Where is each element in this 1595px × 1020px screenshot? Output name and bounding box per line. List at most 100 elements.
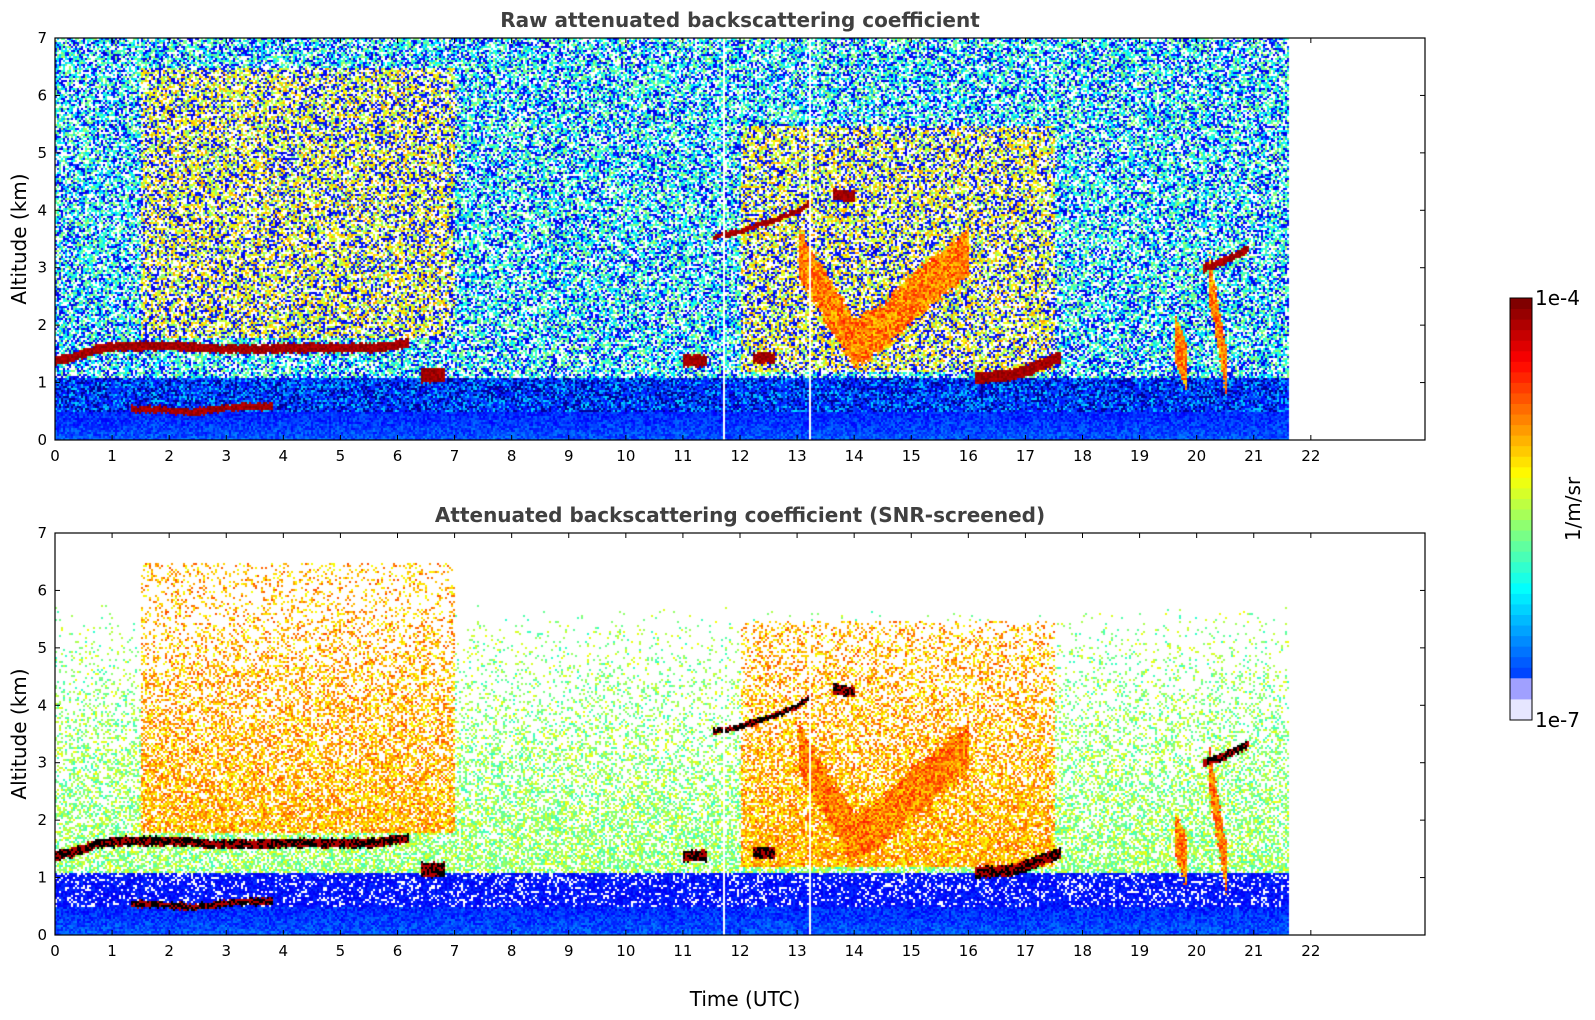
y-tick-label: 1 [37,374,47,392]
x-tick-label: 13 [788,447,807,465]
x-tick-label: 10 [616,447,635,465]
colorbar-step [1510,509,1532,521]
x-tick-label: 9 [564,447,574,465]
colorbar-step [1510,445,1532,457]
colorbar-label: 1/m/sr [1561,476,1585,541]
colorbar-step [1510,466,1532,478]
x-tick-label: 16 [959,447,978,465]
x-tick-label: 2 [164,942,174,960]
colorbar-step [1510,361,1532,373]
colorbar-step [1510,319,1532,331]
y-tick-label: 6 [37,86,47,104]
heatmap-image [55,38,1425,440]
colorbar-step [1510,582,1532,594]
colorbar-step [1510,392,1532,404]
x-tick-label: 15 [902,447,921,465]
heatmap-area [55,38,1425,440]
panel-screened: Attenuated backscattering coefficient (S… [7,503,1426,1011]
y-tick-label: 4 [37,696,47,714]
x-tick-label: 0 [50,447,60,465]
heatmap-area [55,533,1425,935]
x-tick-label: 17 [1016,942,1035,960]
colorbar-step [1510,298,1532,310]
x-tick-label: 4 [279,447,289,465]
x-tick-label: 1 [107,942,117,960]
x-tick-label: 21 [1244,942,1263,960]
colorbar-gradient [1510,298,1532,721]
x-tick-label: 14 [845,942,864,960]
x-tick-label: 6 [393,942,403,960]
x-tick-label: 5 [336,942,346,960]
x-tick-label: 7 [450,447,460,465]
y-tick-label: 7 [37,29,47,47]
x-tick-label: 1 [107,447,117,465]
x-tick-label: 0 [50,942,60,960]
colorbar-step [1510,572,1532,584]
x-tick-label: 3 [221,447,231,465]
y-tick-label: 1 [37,869,47,887]
colorbar-step [1510,635,1532,647]
y-tick-label: 0 [37,926,47,944]
y-tick-label: 4 [37,201,47,219]
x-tick-label: 10 [616,942,635,960]
x-tick-label: 17 [1016,447,1035,465]
colorbar-step [1510,340,1532,352]
y-tick-label: 3 [37,754,47,772]
x-tick-label: 22 [1301,942,1320,960]
chart-title: Raw attenuated backscattering coefficien… [500,8,980,32]
colorbar-frame [1509,297,1533,721]
x-tick-label: 7 [450,942,460,960]
colorbar-step [1510,382,1532,394]
x-tick-label: 22 [1301,447,1320,465]
x-tick-label: 12 [730,942,749,960]
x-tick-label: 11 [673,447,692,465]
y-tick-label: 2 [37,811,47,829]
colorbar-step [1510,519,1532,531]
colorbar-step [1510,551,1532,563]
x-tick-label: 14 [845,447,864,465]
colorbar-step [1510,614,1532,626]
colorbar-step [1510,329,1532,341]
colorbar-step [1510,593,1532,605]
colorbar-step [1510,371,1532,383]
colorbar-max-label: 1e-4 [1535,286,1580,310]
colorbar-step [1510,308,1532,320]
x-axis-label: Time (UTC) [689,987,801,1011]
x-tick-label: 21 [1244,447,1263,465]
x-tick-label: 20 [1187,447,1206,465]
y-tick-label: 5 [37,144,47,162]
x-tick-label: 18 [1073,447,1092,465]
colorbar-step [1510,498,1532,510]
colorbar-step [1510,561,1532,573]
colorbar-min-label: 1e-7 [1535,708,1580,732]
colorbar-step [1510,487,1532,499]
colorbar-step [1510,435,1532,447]
y-axis: 0 1 2 3 4 5 6 7 [37,29,1425,449]
x-tick-label: 2 [164,447,174,465]
colorbar-step [1510,530,1532,542]
x-axis: 0 1 2 3 4 5 6 7 8 9 10 11 12 13 14 15 16 17 18 19 20 21 22 [50,533,1320,960]
panel-raw: Raw attenuated backscattering coefficien… [7,8,1426,465]
x-tick-label: 8 [507,942,517,960]
x-tick-label: 18 [1073,942,1092,960]
colorbar-step [1510,540,1532,552]
y-tick-label: 7 [37,524,47,542]
colorbar-step [1510,688,1532,700]
y-tick-label: 3 [37,259,47,277]
colorbar-step [1510,656,1532,668]
x-tick-label: 15 [902,942,921,960]
x-tick-label: 19 [1130,942,1149,960]
colorbar-step [1510,456,1532,468]
x-tick-label: 3 [221,942,231,960]
colorbar-step [1510,403,1532,415]
colorbar-step [1510,424,1532,436]
y-tick-label: 5 [37,639,47,657]
y-axis: 0 1 2 3 4 5 6 7 [37,524,1425,944]
x-tick-label: 20 [1187,942,1206,960]
colorbar-step [1510,477,1532,489]
y-axis-label: Altitude (km) [7,668,31,799]
y-tick-label: 2 [37,316,47,334]
x-tick-label: 4 [279,942,289,960]
colorbar-step [1510,603,1532,615]
x-tick-label: 6 [393,447,403,465]
